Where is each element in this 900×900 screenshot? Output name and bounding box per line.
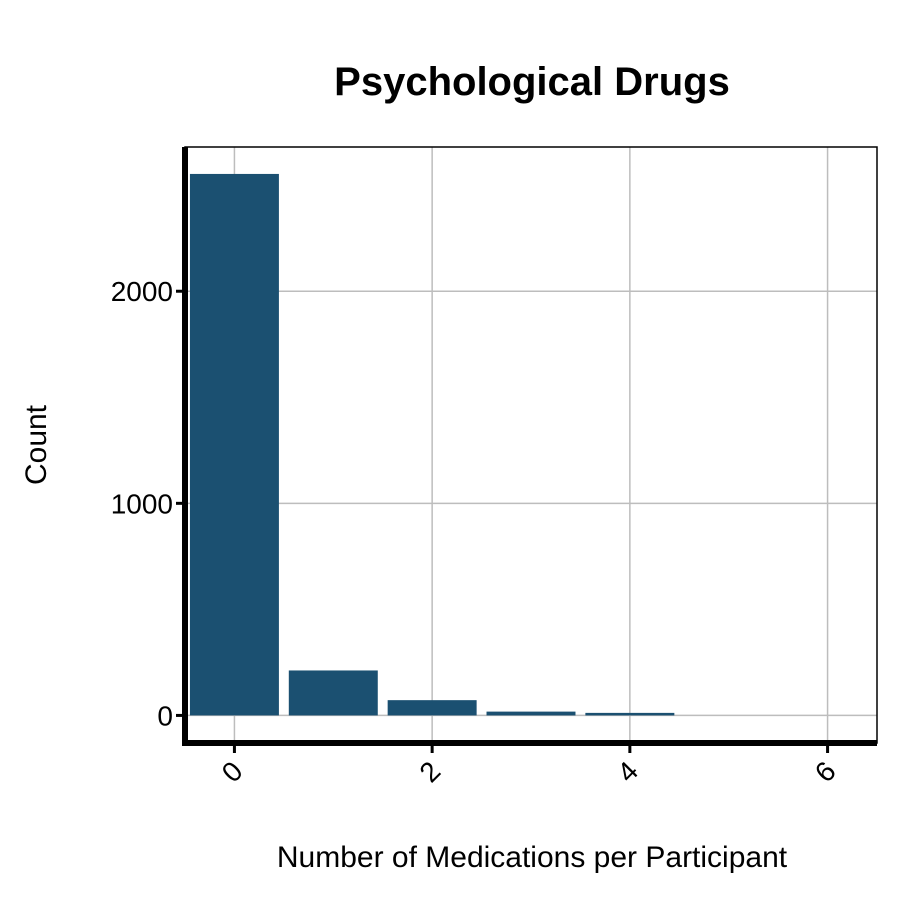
y-tick-label: 2000 <box>111 276 173 307</box>
y-axis-title: Count <box>20 404 53 485</box>
plot-panel-border <box>184 146 878 744</box>
bars <box>189 173 675 716</box>
y-tick-label: 0 <box>157 700 173 731</box>
x-axis-ticks: 0 2 4 6 <box>216 743 842 788</box>
bar <box>288 670 378 716</box>
x-tick-label: 2 <box>413 755 446 788</box>
x-tick-label: 6 <box>809 755 842 788</box>
chart-title: Psychological Drugs <box>334 60 730 104</box>
y-axis-ticks: 0 1000 2000 <box>111 276 185 731</box>
grid <box>185 147 877 743</box>
bar <box>585 712 675 716</box>
x-tick-label: 4 <box>611 755 644 788</box>
x-tick-label: 0 <box>216 755 249 788</box>
bar <box>387 700 477 716</box>
x-axis-title: Number of Medications per Participant <box>277 841 788 874</box>
bar <box>486 711 576 716</box>
bar <box>189 173 279 716</box>
y-tick-label: 1000 <box>111 488 173 519</box>
